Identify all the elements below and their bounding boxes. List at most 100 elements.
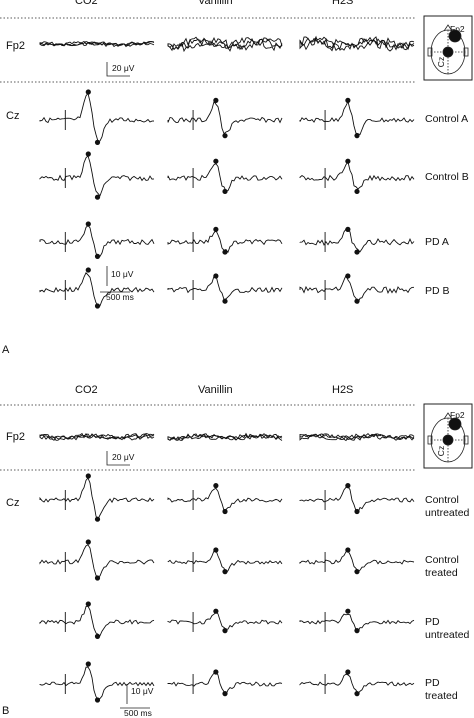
panel-a-inset-fp2-label: Fp2 (450, 24, 465, 34)
n1-peak-marker (354, 188, 360, 195)
p2-peak-marker (85, 267, 91, 273)
n1-peak-marker (354, 298, 360, 304)
p2-peak-marker (213, 669, 219, 675)
n1-peak-marker (222, 508, 228, 515)
panel-a-cz-label: Cz (6, 110, 20, 122)
n1-peak-marker (222, 569, 228, 575)
n1-peak-marker (94, 253, 101, 259)
panel-b-col-h2s: H2S (332, 384, 354, 396)
p2-peak-marker (213, 608, 219, 614)
panel-b-fp2-label: Fp2 (6, 431, 25, 443)
panel-a-cz-trace (167, 275, 283, 301)
panel-a-cz-trace (299, 100, 415, 136)
panel-b-head-inset (423, 403, 473, 469)
panel-b-col-vanillin: Vanillin (198, 384, 233, 396)
panel-a-fp2-scale-bar (106, 62, 130, 77)
panel-a-cz-trace (39, 224, 155, 258)
p2-peak-marker (213, 547, 219, 553)
p2-peak-marker (85, 221, 91, 227)
panel-b-cz-trace (39, 477, 155, 520)
p2-peak-marker (345, 669, 351, 675)
p2-peak-marker (345, 226, 351, 232)
n1-peak-marker (94, 194, 101, 200)
panel-b-row-pd-untreated: PD untreated (425, 616, 470, 641)
panel-a-fp2-trace (39, 40, 154, 48)
n1-peak-marker (354, 133, 360, 139)
p2-peak-marker (213, 483, 219, 489)
panel-a-col-h2s: H2S (332, 0, 354, 7)
panel-b-row-control-treated: Control treated (425, 554, 459, 579)
n1-peak-marker (222, 188, 228, 195)
panel-a-cz-trace (39, 92, 155, 142)
panel-a-cz-scale-bar (100, 266, 130, 293)
panel-b-cz-trace (167, 612, 283, 630)
n1-peak-marker (354, 691, 360, 697)
p2-peak-marker (85, 601, 91, 607)
panel-a-cz-scale-t-label: 500 ms (106, 292, 134, 302)
panel-b-fp2-scale-bar (106, 451, 130, 466)
p2-peak-marker (213, 97, 219, 103)
panel-b-cz-scale-bar (120, 684, 150, 709)
panel-b-cz-trace (39, 666, 155, 700)
panel-b-row-pd-treated: PD treated (425, 677, 458, 702)
panel-a-cz-trace (39, 155, 155, 197)
panel-a-cz-trace (299, 228, 415, 253)
n1-peak-marker (94, 633, 101, 640)
p2-peak-marker (85, 473, 91, 479)
panel-a-fp2-scale-label: 20 μV (112, 63, 135, 73)
panel-a-cz-trace (299, 160, 415, 190)
panel-b-fp2-trace (39, 432, 155, 441)
panel-b-fp2-trace (167, 432, 283, 441)
panel-a-col-vanillin: Vanillin (198, 0, 233, 7)
n1-peak-marker (222, 249, 228, 255)
panel-b-cz-trace (167, 487, 283, 512)
panel-b-fp2-trace (39, 433, 155, 441)
n1-peak-marker (94, 697, 101, 703)
panel-b-cz-trace (299, 550, 415, 572)
panel-b-cz-scale-t-label: 500 ms (124, 708, 152, 718)
panel-b-fp2-scale-label: 20 μV (112, 452, 135, 462)
n1-peak-marker (354, 508, 360, 515)
p2-peak-marker (345, 97, 351, 103)
p2-peak-marker (85, 151, 91, 157)
p2-peak-marker (213, 158, 219, 164)
panel-a-fp2-trace (39, 40, 155, 48)
panel-b-col-co2: CO2 (75, 384, 98, 396)
panel-a-cz-trace (167, 229, 283, 254)
panel-b-cz-scale-v-label: 10 μV (131, 686, 154, 696)
n1-peak-marker (222, 691, 228, 697)
p2-peak-marker (345, 158, 351, 164)
n1-peak-marker (94, 303, 101, 309)
panel-b-cz-trace (39, 605, 155, 637)
p2-peak-marker (213, 273, 219, 279)
p2-peak-marker (345, 483, 351, 489)
panel-a-head-inset (423, 15, 473, 81)
n1-peak-marker (222, 298, 228, 304)
panel-a-letter: A (2, 344, 10, 356)
panel-a-row-control-a: Control A (425, 113, 469, 125)
n1-peak-marker (354, 628, 360, 634)
panel-b-cz-trace (299, 486, 415, 514)
panel-a-fp2-label: Fp2 (6, 40, 25, 52)
panel-a-fp2-trace (299, 36, 415, 52)
panel-b-letter: B (2, 705, 10, 717)
panel-a-cz-trace (299, 274, 415, 305)
p2-peak-marker (85, 539, 91, 545)
panel-a-cz-scale-v-label: 10 μV (111, 269, 134, 279)
p2-peak-marker (345, 273, 351, 279)
panel-b-cz-trace (167, 550, 283, 574)
n1-peak-marker (354, 249, 360, 255)
n1-peak-marker (354, 569, 360, 575)
n1-peak-marker (222, 628, 228, 634)
panel-b-inset-fp2-label: Fp2 (450, 410, 465, 420)
panel-b-cz-trace (299, 673, 415, 695)
n1-peak-marker (94, 516, 101, 522)
p2-peak-marker (213, 226, 219, 232)
panel-a-row-pd-a: PD A (425, 236, 449, 248)
panel-a-col-co2: CO2 (75, 0, 98, 7)
panel-a-cz-trace (167, 163, 283, 192)
panel-b-cz-trace (39, 544, 155, 578)
n1-peak-marker (94, 575, 101, 581)
p2-peak-marker (85, 661, 91, 667)
